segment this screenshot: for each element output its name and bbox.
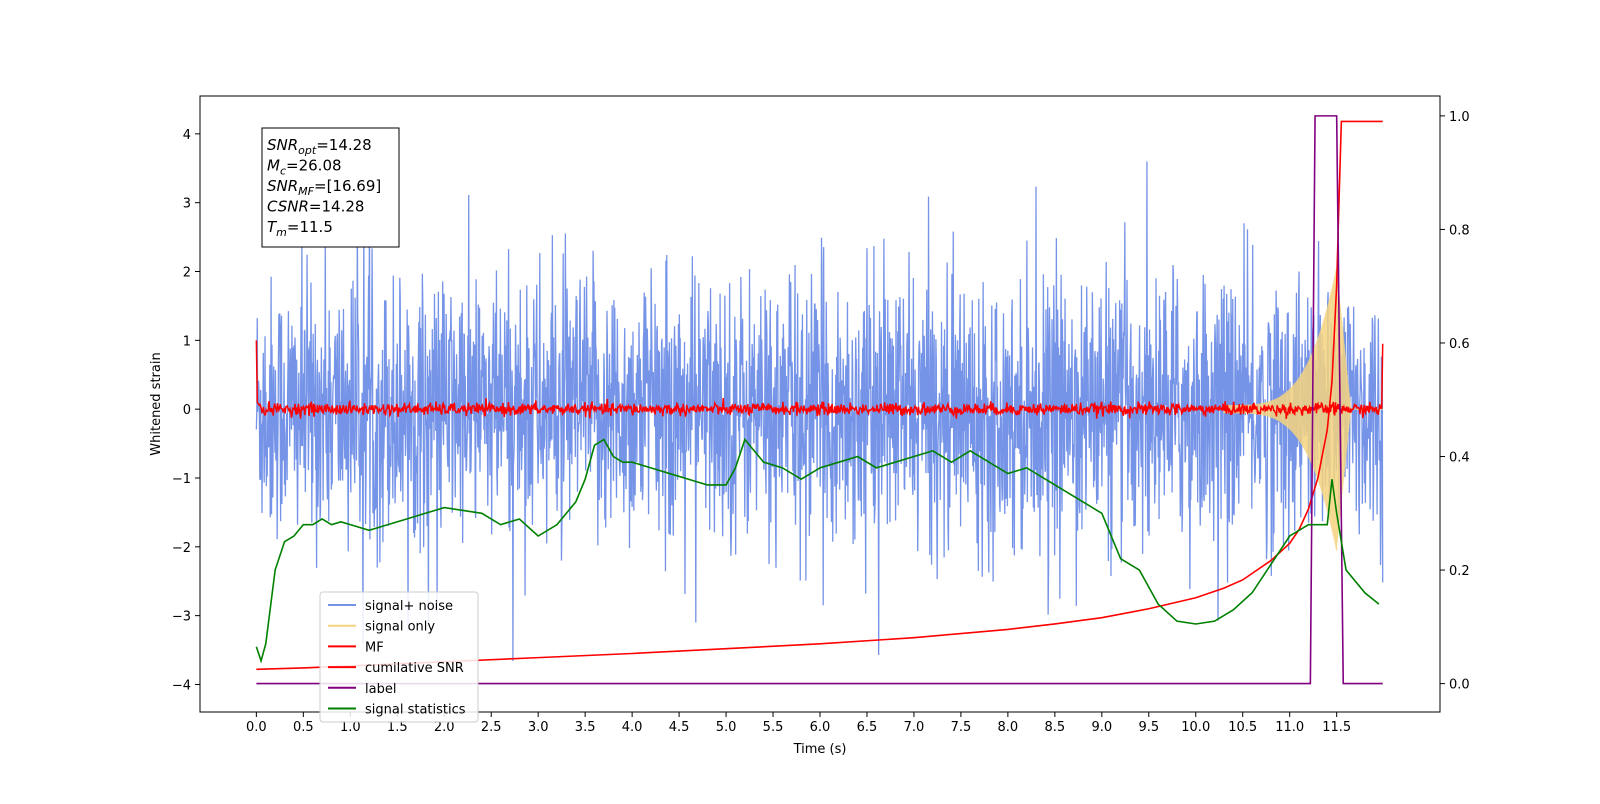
- plot-marks: [255, 115, 1384, 685]
- legend-label: signal statistics: [365, 703, 466, 718]
- x-tick-label: 1.0: [340, 720, 361, 735]
- y-tick-label: −2: [172, 541, 191, 556]
- series-signal-noise: [255, 161, 1384, 662]
- x-tick-label: 10.0: [1181, 720, 1210, 735]
- y-tick-label: 2: [183, 266, 191, 281]
- series-label: [256, 115, 1383, 685]
- x-tick-label: 8.5: [1045, 720, 1066, 735]
- series-mf: [255, 340, 1384, 419]
- annotation-line: CSNR=14.28: [267, 198, 364, 216]
- x-tick-label: 5.5: [763, 720, 784, 735]
- x-axis: 0.0 0.5 1.0 1.5 2.0 2.5 3.0 3.5 4.0 4.5 5.0 5.5 6.0 6…: [246, 712, 1351, 735]
- x-tick-label: 0.0: [246, 720, 267, 735]
- annotation-box: SNRopt=14.28Mc=26.08SNRMF=[16.69]CSNR=14…: [261, 127, 400, 248]
- x-tick-label: 0.5: [293, 720, 314, 735]
- x-tick-label: 11.0: [1275, 720, 1304, 735]
- x-tick-label: 8.0: [998, 720, 1019, 735]
- y-tick-label: 1: [183, 334, 191, 349]
- series-cumilative-snr: [256, 120, 1383, 671]
- legend-label: label: [365, 682, 396, 697]
- annotation-line: Mc=26.08: [267, 157, 342, 178]
- legend-label: signal only: [365, 620, 435, 635]
- x-tick-label: 2.0: [434, 720, 455, 735]
- x-tick-label: 3.5: [575, 720, 596, 735]
- annotation-frame: [261, 127, 400, 248]
- y-tick-label: −4: [172, 678, 191, 693]
- x-tick-label: 7.5: [951, 720, 972, 735]
- y2-tick-label: 0.2: [1449, 564, 1470, 579]
- x-tick-label: 6.5: [857, 720, 878, 735]
- y2-tick-label: 0.4: [1449, 451, 1470, 466]
- legend-label: signal+ noise: [365, 599, 453, 614]
- x-tick-label: 7.0: [904, 720, 925, 735]
- y2-tick-label: 0.6: [1449, 337, 1470, 352]
- x-axis-label: Time (s): [793, 742, 847, 757]
- y2-tick-label: 0.0: [1449, 678, 1470, 693]
- x-tick-label: 4.0: [622, 720, 643, 735]
- annotation-line: SNRopt=14.28: [267, 136, 372, 157]
- x-tick-label: 2.5: [481, 720, 502, 735]
- annotation-line: Tm=11.5: [267, 218, 333, 239]
- y-tick-label: 4: [183, 128, 191, 143]
- legend: signal+ noise signal only MF cumilative SNR…: [319, 591, 479, 723]
- x-tick-label: 4.5: [669, 720, 690, 735]
- x-tick-label: 5.0: [716, 720, 737, 735]
- y2-tick-label: 0.8: [1449, 223, 1470, 238]
- annotation-line: SNRMF=[16.69]: [267, 177, 381, 198]
- y-tick-label: −3: [172, 610, 191, 625]
- x-tick-label: 9.0: [1091, 720, 1112, 735]
- y-tick-label: −1: [172, 472, 191, 487]
- legend-label: cumilative SNR: [365, 661, 464, 676]
- x-tick-label: 9.5: [1138, 720, 1159, 735]
- x-tick-label: 11.5: [1322, 720, 1351, 735]
- y-tick-label: 0: [183, 403, 191, 418]
- y-axis-left: 4 3 2 1 0 −1 −2 −3 −4: [172, 128, 200, 693]
- legend-frame: [319, 591, 479, 723]
- legend-label: MF: [365, 640, 384, 655]
- y-axis-right: 1.0 0.8 0.6 0.4 0.2 0.0: [1440, 110, 1470, 693]
- x-tick-label: 1.5: [387, 720, 408, 735]
- x-tick-label: 3.0: [528, 720, 549, 735]
- y2-tick-label: 1.0: [1449, 110, 1470, 125]
- x-tick-label: 10.5: [1228, 720, 1257, 735]
- y-tick-label: 3: [183, 197, 191, 212]
- y-axis-label: Whitened strain: [149, 352, 164, 455]
- series-signal-statistics: [255, 437, 1380, 664]
- x-tick-label: 6.0: [810, 720, 831, 735]
